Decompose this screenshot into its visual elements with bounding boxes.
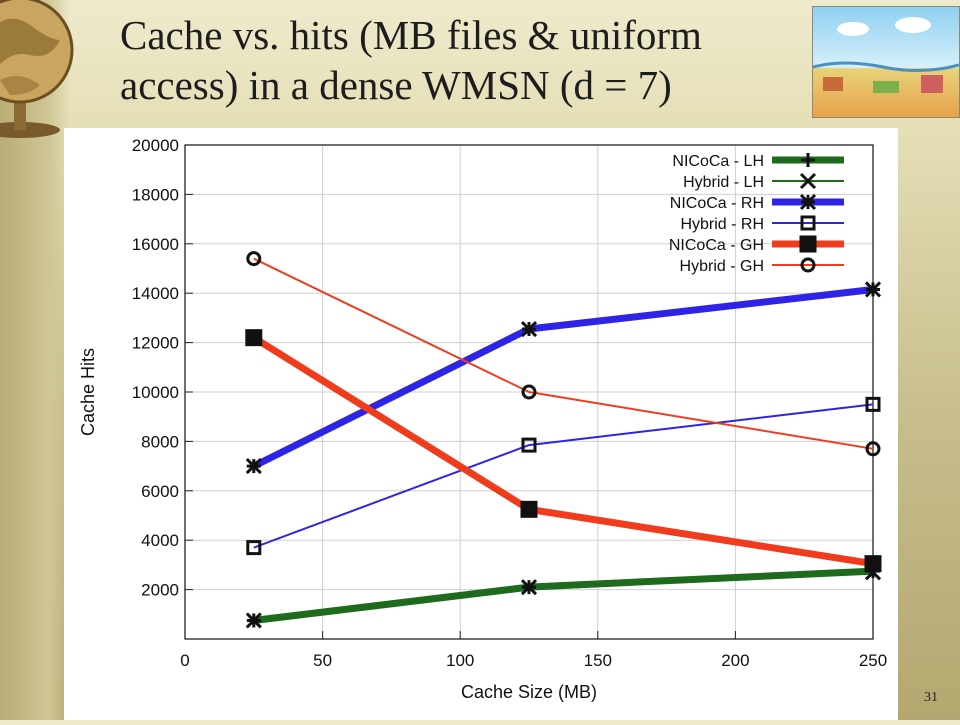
y-axis-label: Cache Hits <box>78 348 98 436</box>
slide-title: Cache vs. hits (MB files & uniform acces… <box>120 10 810 110</box>
series-line-4 <box>251 334 874 568</box>
series-line-5 <box>253 257 874 450</box>
legend-label-4: NICoCa - GH <box>669 237 764 254</box>
data-point-s2-0 <box>245 458 262 475</box>
x-tick-label-3: 150 <box>584 651 612 670</box>
y-tick-label-2: 6000 <box>141 482 179 501</box>
x-axis-label: Cache Size (MB) <box>461 682 597 702</box>
weather-diagram-image <box>812 6 960 118</box>
legend-marker-0 <box>801 153 815 167</box>
x-tick-label-2: 100 <box>446 651 474 670</box>
data-point-s4-0 <box>245 329 263 347</box>
decorative-side-band <box>0 0 70 720</box>
data-point-s5-1 <box>521 384 537 400</box>
legend-marker-3 <box>800 215 816 231</box>
y-tick-label-9: 20000 <box>132 136 179 155</box>
x-tick-label-5: 250 <box>859 651 887 670</box>
data-point-s3-0 <box>246 540 262 556</box>
page-number: 31 <box>924 690 938 705</box>
x-tick-label-4: 200 <box>721 651 749 670</box>
data-point-s4-1 <box>520 500 538 518</box>
data-point-s1-1 <box>520 579 538 596</box>
series-line-3 <box>253 403 874 549</box>
legend-label-5: Hybrid - GH <box>680 258 764 275</box>
y-tick-label-5: 12000 <box>132 334 179 353</box>
series-line-2 <box>252 286 874 470</box>
data-point-s5-0 <box>246 251 262 267</box>
series-line-0 <box>253 567 874 624</box>
data-point-s2-2 <box>864 281 882 298</box>
data-point-s1-0 <box>245 612 262 629</box>
chart-area: 0 50 100 150 200 250 2000 4000 6000 8000 10000 1200… <box>64 128 898 720</box>
legend-label-3: Hybrid - RH <box>680 216 764 233</box>
legend-marker-1 <box>799 172 817 190</box>
slide-title-line-1: Cache vs. hits (MB files & uniform <box>120 12 702 58</box>
data-point-s2-1 <box>520 320 538 338</box>
data-point-s3-2 <box>865 396 881 412</box>
legend-marker-5 <box>800 257 816 273</box>
legend-marker-4 <box>799 235 817 253</box>
legend-label-1: Hybrid - LH <box>683 174 764 191</box>
slide-title-line-2: access) in a dense WMSN (d = 7) <box>120 62 672 108</box>
y-tick-label-8: 18000 <box>132 185 179 204</box>
y-tick-label-6: 14000 <box>132 284 179 303</box>
data-point-s5-2 <box>865 441 881 457</box>
x-tick-label-1: 50 <box>313 651 332 670</box>
data-point-s3-1 <box>521 437 537 453</box>
line-chart: 0 50 100 150 200 250 2000 4000 6000 8000 10000 1200… <box>78 136 887 702</box>
legend-label-2: NICoCa - RH <box>670 195 764 212</box>
globe-image <box>0 0 74 138</box>
legend-label-0: NICoCa - LH <box>672 153 764 170</box>
series-line-1 <box>253 571 874 622</box>
y-tick-label-3: 8000 <box>141 432 179 451</box>
y-tick-label-0: 2000 <box>141 581 179 600</box>
y-tick-label-7: 16000 <box>132 235 179 254</box>
y-tick-label-1: 4000 <box>141 531 179 550</box>
data-point-s4-2 <box>864 555 882 573</box>
legend-marker-2 <box>799 193 817 211</box>
x-tick-label-0: 0 <box>180 651 189 670</box>
y-tick-label-4: 10000 <box>132 383 179 402</box>
